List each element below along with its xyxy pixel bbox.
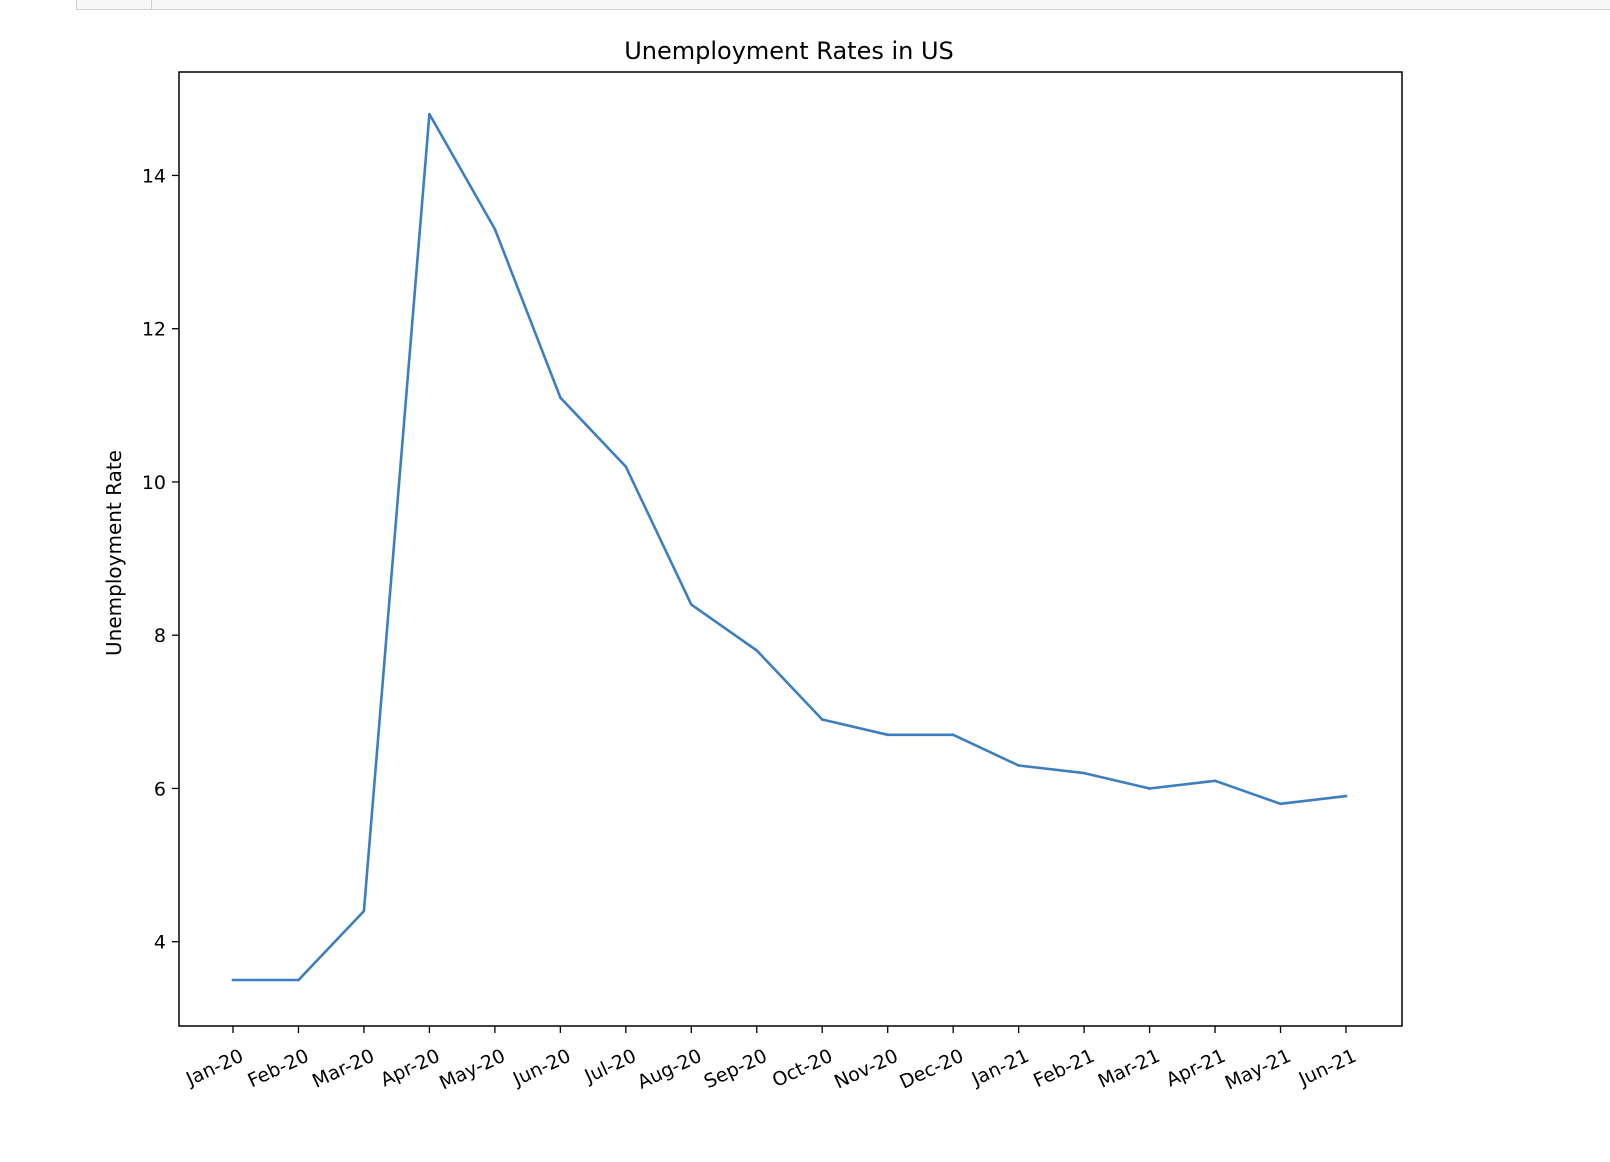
x-tick-label: Apr-20 xyxy=(377,1045,443,1091)
x-tick-label: Feb-20 xyxy=(244,1045,312,1092)
x-tick-label: Jun-20 xyxy=(509,1045,574,1091)
data-point xyxy=(820,718,824,721)
x-tick-label: Jul-20 xyxy=(581,1045,640,1088)
series-layer xyxy=(231,112,1348,982)
y-tick-label: 14 xyxy=(142,165,166,187)
y-tick-label: 12 xyxy=(142,319,166,341)
cell-prompt-divider xyxy=(151,0,153,9)
x-tick-label: Jun-21 xyxy=(1295,1045,1360,1091)
x-tick-label: Oct-20 xyxy=(769,1045,836,1092)
data-point xyxy=(689,603,693,606)
data-point xyxy=(231,978,235,982)
x-tick-label: Jan-20 xyxy=(182,1045,247,1091)
chart-title: Unemployment Rates in US xyxy=(624,37,954,65)
y-tick-label: 4 xyxy=(154,932,166,954)
data-point xyxy=(559,396,562,399)
data-point xyxy=(1017,764,1020,767)
data-point xyxy=(951,733,955,737)
notebook-cell-strip xyxy=(76,0,1610,10)
data-point xyxy=(1344,794,1348,798)
x-tick-label: May-20 xyxy=(436,1045,509,1095)
x-tick-label: Mar-21 xyxy=(1095,1045,1164,1093)
x-tick-label: Mar-20 xyxy=(309,1045,378,1093)
y-tick-label: 10 xyxy=(142,472,166,494)
x-tick-label: Dec-20 xyxy=(896,1045,967,1094)
data-point xyxy=(1082,771,1086,775)
x-tick-label: Jan-21 xyxy=(968,1045,1033,1091)
x-tick-label: Nov-20 xyxy=(831,1045,902,1094)
data-point xyxy=(297,978,300,982)
data-point xyxy=(755,649,759,652)
x-tick-label: May-21 xyxy=(1222,1045,1295,1095)
x-tick-label: Apr-21 xyxy=(1163,1045,1229,1091)
data-point xyxy=(1279,802,1282,806)
data-point xyxy=(428,112,431,116)
x-tick-label: Feb-21 xyxy=(1030,1045,1098,1092)
y-axis: 4 6 8 10 12 14 xyxy=(142,165,179,954)
y-tick-label: 6 xyxy=(154,778,166,800)
y-axis-label: Unemployment Rate xyxy=(102,450,126,656)
data-point xyxy=(624,465,628,468)
data-point xyxy=(362,909,366,913)
data-point xyxy=(886,733,890,737)
data-point xyxy=(1213,779,1217,783)
data-point xyxy=(1148,787,1151,790)
plot-area-frame xyxy=(178,71,1403,1027)
x-tick-label: Aug-20 xyxy=(634,1045,705,1094)
y-tick-label: 8 xyxy=(154,625,166,647)
x-tick-label: Sep-20 xyxy=(701,1045,771,1093)
data-point xyxy=(493,227,497,231)
series-line xyxy=(231,112,1348,982)
